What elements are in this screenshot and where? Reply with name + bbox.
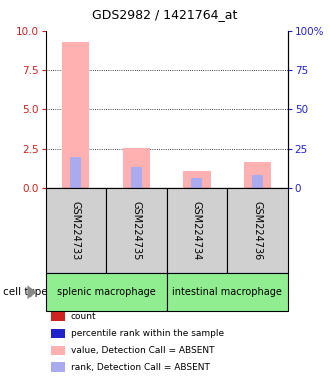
Text: GSM224733: GSM224733: [71, 201, 81, 260]
Text: rank, Detection Call = ABSENT: rank, Detection Call = ABSENT: [71, 363, 210, 372]
Bar: [191, 178, 202, 188]
Bar: [70, 157, 81, 188]
Text: value, Detection Call = ABSENT: value, Detection Call = ABSENT: [71, 346, 214, 355]
Text: GSM224734: GSM224734: [192, 201, 202, 260]
Text: percentile rank within the sample: percentile rank within the sample: [71, 329, 224, 338]
Bar: [123, 148, 150, 188]
Bar: [252, 175, 263, 188]
Text: GSM224735: GSM224735: [131, 201, 141, 260]
Bar: [244, 162, 271, 188]
Text: GSM224736: GSM224736: [252, 201, 262, 260]
Text: intestinal macrophage: intestinal macrophage: [172, 287, 282, 297]
Bar: [62, 42, 89, 188]
Bar: [131, 167, 142, 188]
Text: GDS2982 / 1421764_at: GDS2982 / 1421764_at: [92, 8, 238, 21]
Text: count: count: [71, 312, 97, 321]
Text: splenic macrophage: splenic macrophage: [57, 287, 155, 297]
Bar: [183, 171, 211, 188]
Text: cell type: cell type: [3, 287, 48, 297]
